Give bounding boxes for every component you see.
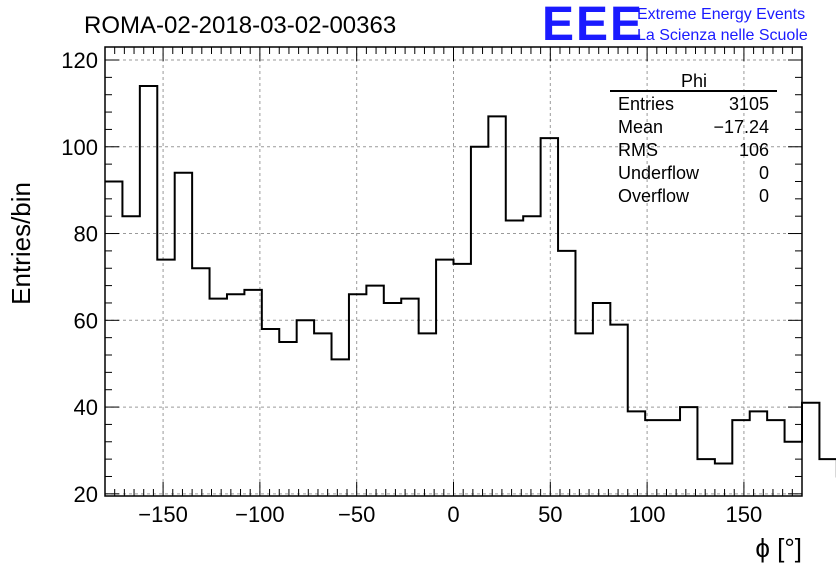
y-axis-label: Entries/bin — [6, 182, 36, 305]
y-tick-label: 20 — [74, 482, 98, 507]
x-axis-label: ϕ [°] — [755, 533, 802, 563]
histogram-outline — [105, 85, 836, 478]
stats-label: Mean — [618, 117, 663, 137]
x-tick-label: −50 — [338, 502, 375, 527]
y-tick-label: 40 — [74, 395, 98, 420]
logo-line2: La Scienza nelle Scuole — [637, 27, 808, 44]
stats-value: 0 — [759, 163, 769, 183]
x-tick-label: 0 — [447, 502, 459, 527]
stats-label: Entries — [618, 94, 674, 114]
y-tick-label: 100 — [61, 135, 98, 160]
eee-logo: EEE Extreme Energy Events La Scienza nel… — [542, 0, 808, 51]
x-tick-label: −150 — [138, 502, 188, 527]
grid-lines — [105, 47, 802, 496]
stats-title: Phi — [681, 71, 707, 91]
stats-rows: Entries 3105 Mean −17.24 RMS 106 Underflow 0 Ove… — [618, 94, 769, 206]
x-tick-label: 50 — [538, 502, 562, 527]
axis-ticks — [105, 47, 802, 496]
logo-line1: Extreme Energy Events — [637, 6, 805, 23]
stats-value: −17.24 — [713, 117, 769, 137]
logo-mark: EEE — [542, 0, 644, 51]
y-tick-label: 60 — [74, 308, 98, 333]
axis-tick-labels: −150 −100 −50 0 50 100 150 20 40 60 80 100 120 — [61, 48, 762, 527]
stats-label: RMS — [618, 140, 658, 160]
stats-value: 106 — [739, 140, 769, 160]
stats-value: 0 — [759, 186, 769, 206]
chart-title: ROMA-02-2018-03-02-00363 — [84, 12, 396, 39]
x-tick-label: 150 — [726, 502, 763, 527]
stats-label: Overflow — [618, 186, 690, 206]
stats-label: Underflow — [618, 163, 700, 183]
stats-value: 3105 — [729, 94, 769, 114]
stats-box: Phi Entries 3105 Mean −17.24 RMS 106 Underflow… — [610, 71, 777, 206]
y-tick-label: 80 — [74, 222, 98, 247]
x-tick-label: −100 — [235, 502, 285, 527]
x-tick-label: 100 — [629, 502, 666, 527]
y-tick-label: 120 — [61, 48, 98, 73]
